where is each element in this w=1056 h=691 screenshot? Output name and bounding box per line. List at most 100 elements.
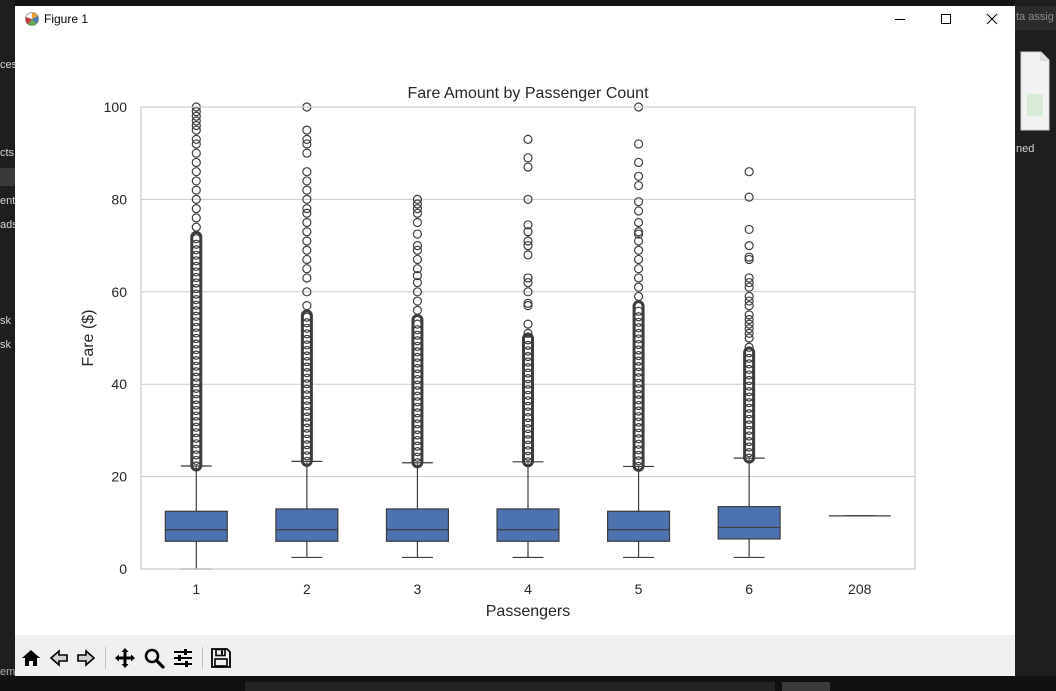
flier [744, 442, 754, 452]
flier [191, 311, 201, 321]
flier [633, 217, 644, 228]
forward-button[interactable] [73, 645, 99, 671]
flier [302, 185, 312, 195]
flier [412, 347, 423, 357]
flier [302, 329, 312, 339]
save-button[interactable] [208, 645, 234, 671]
flier [412, 204, 423, 214]
flier [523, 277, 533, 288]
background-fragment: sk [0, 315, 11, 327]
box-6 [717, 167, 781, 559]
close-button[interactable] [969, 6, 1015, 32]
home-icon [22, 650, 40, 666]
flier [191, 139, 201, 149]
flier [191, 433, 201, 443]
flier [191, 405, 201, 416]
configure-subplots-button[interactable] [170, 645, 196, 671]
flier [633, 350, 644, 361]
background-fragment: cess [0, 59, 15, 71]
flier [191, 422, 201, 432]
pan-button[interactable] [112, 645, 138, 671]
flier [191, 148, 201, 158]
x-tick-label: 5 [635, 581, 643, 597]
flier [523, 153, 533, 163]
flier [633, 445, 644, 455]
flier [302, 301, 312, 311]
flier [633, 334, 644, 344]
pan-icon [115, 648, 135, 668]
configure-subplots-icon [174, 649, 192, 667]
flier [302, 134, 312, 144]
flier [523, 162, 533, 172]
flier [412, 352, 423, 363]
flier [191, 250, 201, 260]
y-tick-label: 80 [111, 191, 127, 207]
box-plot-chart: 0 20 40 60 80 100 1 2 3 4 5 6 208 Fare Amount by Pa… [80, 85, 916, 620]
iqr-box [275, 508, 339, 542]
background-file-label: ned [1016, 143, 1035, 155]
flier [412, 358, 423, 368]
navigation-toolbar [15, 635, 1015, 676]
flier [744, 370, 754, 380]
flier [412, 386, 423, 396]
flier [302, 423, 312, 433]
flier [302, 362, 312, 372]
maximize-button[interactable] [923, 6, 969, 32]
flier [633, 373, 644, 383]
flier [191, 322, 201, 332]
flier [744, 167, 754, 177]
flier [302, 440, 312, 450]
flier [191, 272, 201, 283]
flier [633, 323, 644, 333]
flier [633, 356, 644, 366]
y-tick-label: 100 [104, 99, 128, 115]
home-button[interactable] [18, 645, 44, 671]
flier [744, 291, 754, 302]
flier [633, 206, 644, 216]
flier [302, 323, 312, 333]
x-tick-label: 6 [745, 581, 753, 597]
flier [412, 277, 423, 288]
flier [191, 450, 201, 460]
back-button[interactable] [46, 645, 72, 671]
background-taskbar: em [0, 666, 1056, 691]
flier [412, 245, 423, 255]
flier [744, 353, 754, 363]
flier [523, 379, 533, 389]
flier [744, 420, 754, 430]
flier [633, 229, 644, 239]
desktop-top-strip [0, 0, 1056, 6]
iqr-box [496, 508, 560, 542]
x-tick-label: 1 [192, 581, 200, 597]
flier [412, 458, 423, 468]
flier [191, 134, 201, 144]
zoom-button[interactable] [141, 645, 167, 671]
flier [302, 312, 312, 322]
figure-window: Figure 1 0 20 40 60 80 100 1 2 3 4 5 6 208 Fare Amo… [15, 6, 1015, 676]
flier [633, 306, 644, 316]
flier [412, 208, 423, 218]
flier [633, 264, 644, 274]
flier [412, 330, 423, 340]
flier [633, 395, 644, 405]
flier [633, 378, 644, 388]
flier [744, 453, 754, 463]
flier [523, 220, 533, 230]
flier [523, 451, 533, 461]
flier [744, 359, 754, 369]
box-1 [164, 102, 228, 570]
flier [523, 227, 533, 237]
flier [302, 417, 312, 428]
flier [633, 328, 644, 338]
flier [191, 204, 201, 214]
flier [302, 401, 312, 411]
flier [412, 336, 423, 346]
flier [744, 431, 754, 441]
flier [191, 328, 201, 338]
figure-canvas[interactable]: 0 20 40 60 80 100 1 2 3 4 5 6 208 Fare Amount by Pa… [15, 32, 1015, 635]
flier [191, 289, 201, 299]
flier [633, 345, 644, 355]
minimize-button[interactable] [877, 6, 923, 32]
background-search-box: ta assig [1015, 6, 1056, 30]
toolbar-separator [105, 647, 106, 669]
